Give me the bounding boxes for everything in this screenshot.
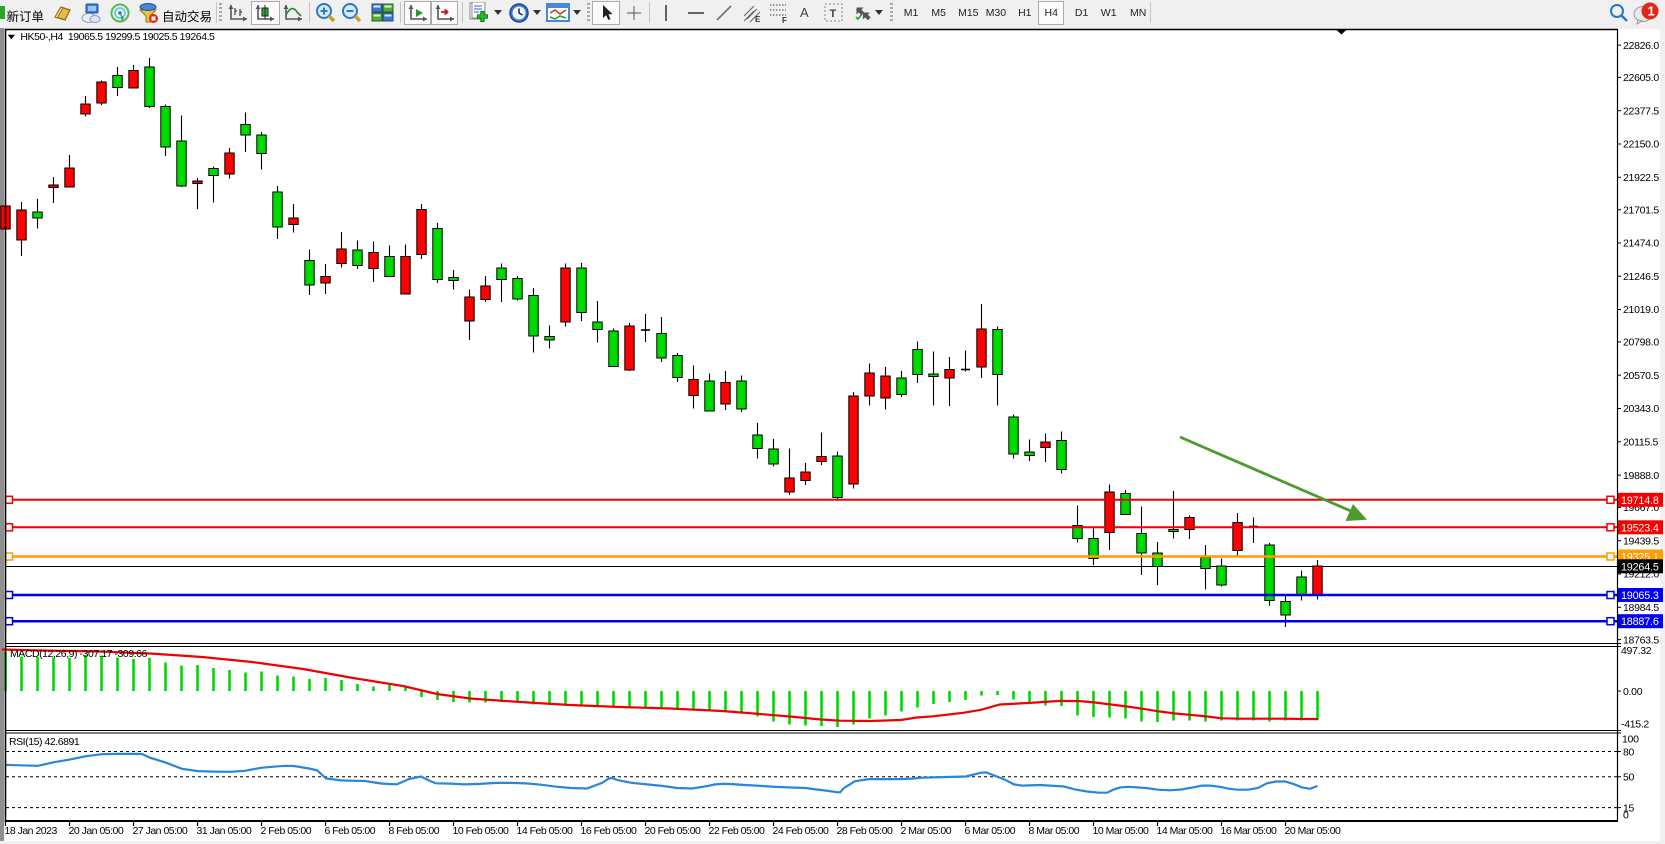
svg-text:22826.0: 22826.0 (1623, 40, 1659, 52)
svg-text:31 Jan 05:00: 31 Jan 05:00 (197, 825, 252, 837)
svg-text:20 Jan 05:00: 20 Jan 05:00 (69, 825, 124, 837)
svg-text:HK50-,H4 19065.5 19299.5 1902: HK50-,H4 19065.5 19299.5 19025.5 19264.5 (20, 31, 215, 43)
svg-text:100: 100 (1622, 734, 1639, 746)
svg-text:19888.0: 19888.0 (1623, 470, 1659, 482)
svg-text:0.00: 0.00 (1623, 686, 1643, 698)
svg-text:19065.3: 19065.3 (1621, 590, 1659, 602)
svg-text:28 Feb 05:00: 28 Feb 05:00 (837, 825, 894, 837)
svg-text:14 Mar 05:00: 14 Mar 05:00 (1157, 825, 1214, 837)
svg-text:15: 15 (1623, 802, 1635, 814)
svg-text:19667.0: 19667.0 (1623, 502, 1659, 514)
svg-text:80: 80 (1623, 746, 1635, 758)
svg-text:22150.0: 22150.0 (1623, 139, 1659, 151)
svg-text:27 Jan 05:00: 27 Jan 05:00 (133, 825, 188, 837)
svg-text:19439.5: 19439.5 (1623, 535, 1659, 547)
svg-text:F: F (782, 16, 787, 24)
svg-text:10 Feb 05:00: 10 Feb 05:00 (453, 825, 510, 837)
svg-text:22605.0: 22605.0 (1623, 72, 1659, 84)
svg-text:16 Feb 05:00: 16 Feb 05:00 (581, 825, 638, 837)
svg-text:T: T (830, 8, 837, 20)
svg-text:2 Feb 05:00: 2 Feb 05:00 (261, 825, 312, 837)
svg-text:RSI(15) 42.6891: RSI(15) 42.6891 (9, 736, 80, 748)
svg-text:14 Feb 05:00: 14 Feb 05:00 (517, 825, 574, 837)
svg-text:21019.0: 21019.0 (1623, 304, 1659, 316)
svg-text:16 Mar 05:00: 16 Mar 05:00 (1221, 825, 1278, 837)
svg-text:22377.5: 22377.5 (1623, 105, 1659, 117)
svg-text:-415.2: -415.2 (1621, 719, 1649, 731)
svg-text:19264.5: 19264.5 (1621, 561, 1659, 573)
svg-text:18763.5: 18763.5 (1623, 634, 1659, 646)
svg-text:21701.5: 21701.5 (1623, 204, 1659, 216)
svg-text:20343.0: 20343.0 (1623, 403, 1659, 415)
svg-text:2 Mar 05:00: 2 Mar 05:00 (901, 825, 952, 837)
svg-text:24 Feb 05:00: 24 Feb 05:00 (773, 825, 830, 837)
svg-text:20798.0: 20798.0 (1623, 337, 1659, 349)
svg-text:8 Feb 05:00: 8 Feb 05:00 (389, 825, 440, 837)
svg-text:50: 50 (1623, 772, 1635, 784)
svg-text:0: 0 (1623, 809, 1629, 821)
svg-text:21474.0: 21474.0 (1623, 238, 1659, 250)
svg-text:20570.5: 20570.5 (1623, 370, 1659, 382)
svg-text:1: 1 (1648, 4, 1655, 19)
svg-text:22 Feb 05:00: 22 Feb 05:00 (709, 825, 766, 837)
svg-text:19714.8: 19714.8 (1621, 495, 1659, 507)
svg-text:21246.5: 21246.5 (1623, 271, 1659, 283)
svg-text:21922.5: 21922.5 (1623, 172, 1659, 184)
svg-text:E: E (755, 15, 761, 24)
svg-text:20 Mar 05:00: 20 Mar 05:00 (1285, 825, 1342, 837)
svg-text:20 Feb 05:00: 20 Feb 05:00 (645, 825, 702, 837)
svg-text:20115.5: 20115.5 (1623, 437, 1659, 449)
svg-text:497.32: 497.32 (1621, 645, 1652, 657)
svg-text:8 Mar 05:00: 8 Mar 05:00 (1029, 825, 1080, 837)
svg-text:6 Mar 05:00: 6 Mar 05:00 (965, 825, 1016, 837)
svg-text:10 Mar 05:00: 10 Mar 05:00 (1093, 825, 1150, 837)
svg-text:18887.6: 18887.6 (1621, 616, 1659, 628)
svg-text:18 Jan 2023: 18 Jan 2023 (5, 825, 58, 837)
svg-text:18984.5: 18984.5 (1623, 602, 1659, 614)
svg-text:6 Feb 05:00: 6 Feb 05:00 (325, 825, 376, 837)
svg-text:MACD(12,26,9) -307.17 -309.66: MACD(12,26,9) -307.17 -309.66 (10, 648, 148, 660)
svg-text:19523.4: 19523.4 (1621, 522, 1659, 534)
